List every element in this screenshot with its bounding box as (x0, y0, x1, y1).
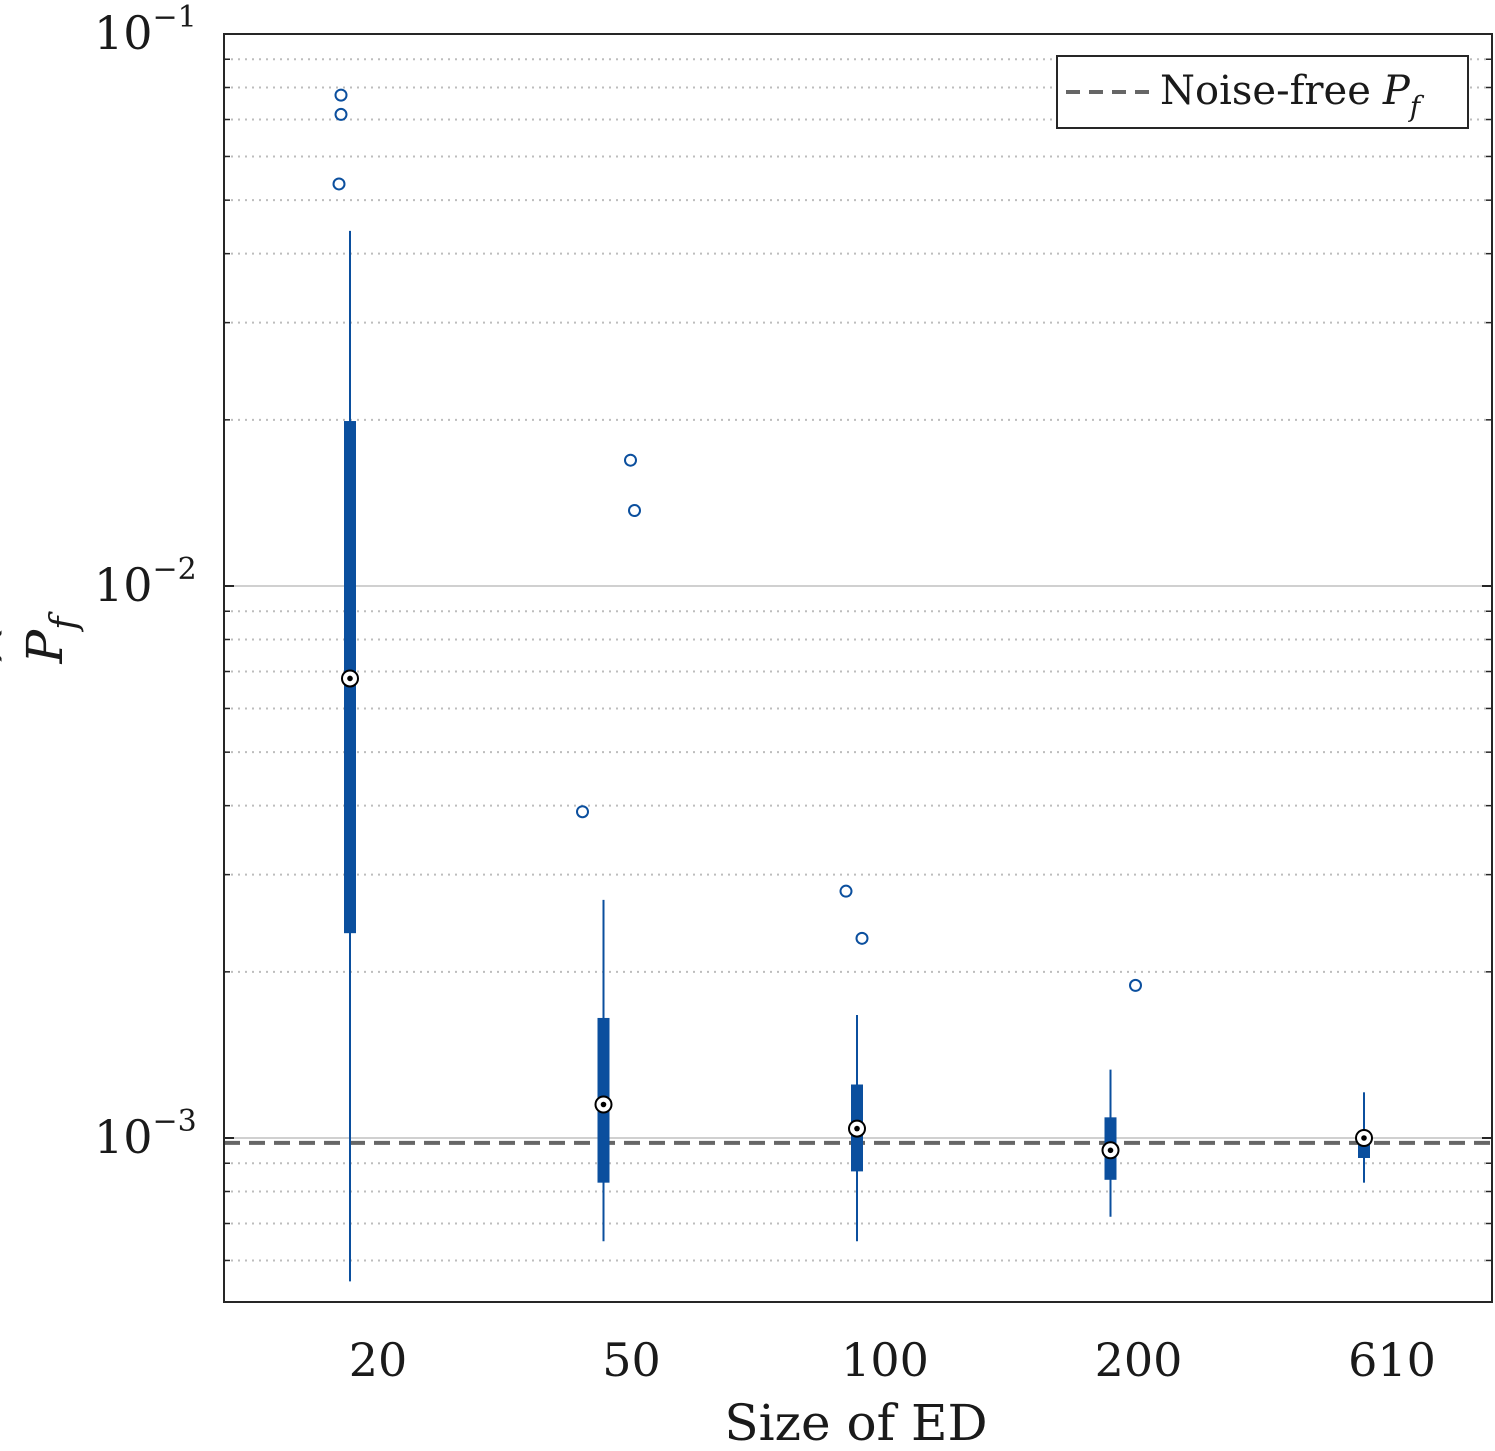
box-group-100 (839, 884, 869, 1242)
y-tick-label: 10−2 (94, 552, 197, 612)
outlier-point (334, 107, 348, 121)
x-tick-labels: 20 50 100 200 610 (349, 1333, 1436, 1387)
legend-label: Noise-free Pf (1160, 68, 1425, 123)
legend-label-symbol: P (1382, 68, 1411, 114)
legend: Noise-free Pf (1056, 55, 1469, 129)
legend-box (1056, 55, 1469, 129)
median-dot (1107, 1147, 1114, 1154)
y-axis-title: Pf ^ (0, 611, 85, 667)
box-layer (332, 88, 1373, 1282)
box-group-610 (1355, 1092, 1373, 1183)
outlier-point (576, 805, 589, 819)
box-group-50 (576, 453, 641, 1242)
outlier-point (624, 453, 637, 467)
y-axis-title-hat: ^ (0, 625, 36, 667)
box-group-200 (1101, 978, 1142, 1217)
median-dot (347, 675, 353, 682)
y-tick-label: 10−1 (94, 0, 197, 60)
x-tick-label: 200 (1095, 1333, 1183, 1387)
median-dot (854, 1125, 860, 1132)
outlier-point (855, 931, 869, 945)
legend-label-text: Noise-free (1160, 68, 1371, 114)
y-tick-label: 10−3 (94, 1104, 197, 1164)
y-axis-title-base: P (16, 628, 74, 664)
outlier-point (332, 177, 346, 191)
outlier-point (334, 88, 348, 102)
outlier-point (839, 884, 853, 898)
y-axis-title-sub: f (44, 611, 85, 633)
x-tick-label: 100 (841, 1333, 929, 1387)
median-dot (1361, 1135, 1367, 1141)
y-tick-labels: 10−3 10−2 10−1 (94, 0, 197, 1164)
grid-layer (224, 58, 1492, 1262)
x-axis-title: Size of ED (724, 1394, 987, 1451)
box-group-20 (332, 88, 359, 1282)
x-tick-label: 50 (602, 1333, 661, 1387)
median-dot (600, 1101, 607, 1108)
outlier-point (1129, 978, 1142, 992)
x-tick-label: 610 (1348, 1333, 1436, 1387)
x-tick-label: 20 (349, 1333, 408, 1387)
plot-frame (223, 33, 1493, 1303)
outlier-point (628, 504, 641, 518)
